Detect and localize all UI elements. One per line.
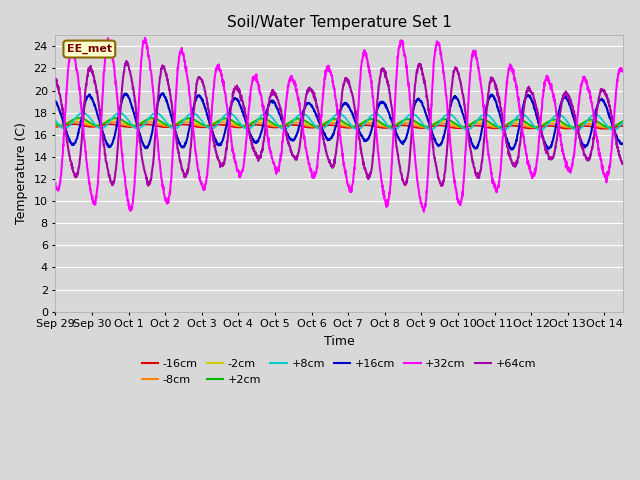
- +8cm: [52, 118, 60, 123]
- +2cm: [312, 123, 320, 129]
- +16cm: [328, 134, 335, 140]
- +8cm: [312, 124, 320, 130]
- Line: +32cm: +32cm: [56, 38, 623, 212]
- +2cm: [602, 124, 610, 130]
- +32cm: [602, 180, 610, 185]
- -2cm: [499, 123, 506, 129]
- -2cm: [312, 123, 320, 129]
- Legend: -16cm, -8cm, -2cm, +2cm, +8cm, +16cm, +32cm, +64cm: -16cm, -8cm, -2cm, +2cm, +8cm, +16cm, +3…: [138, 355, 541, 389]
- X-axis label: Time: Time: [324, 335, 355, 348]
- +64cm: [619, 161, 627, 167]
- +32cm: [52, 180, 60, 186]
- -16cm: [52, 124, 60, 130]
- +2cm: [605, 125, 613, 131]
- +16cm: [312, 112, 320, 118]
- -8cm: [602, 125, 610, 131]
- +64cm: [437, 183, 445, 189]
- -8cm: [312, 123, 320, 129]
- -16cm: [312, 124, 320, 130]
- -8cm: [52, 123, 60, 129]
- +32cm: [603, 176, 611, 181]
- Line: -2cm: -2cm: [56, 120, 623, 127]
- -2cm: [75, 117, 83, 122]
- +64cm: [499, 116, 506, 121]
- -16cm: [81, 123, 88, 129]
- Line: -16cm: -16cm: [56, 124, 623, 129]
- -8cm: [619, 121, 627, 127]
- +16cm: [603, 105, 611, 111]
- -16cm: [600, 126, 608, 132]
- +64cm: [81, 100, 88, 106]
- +8cm: [81, 110, 88, 116]
- +64cm: [328, 164, 335, 169]
- +2cm: [81, 117, 88, 122]
- -2cm: [81, 119, 88, 124]
- Title: Soil/Water Temperature Set 1: Soil/Water Temperature Set 1: [227, 15, 451, 30]
- +32cm: [499, 136, 506, 142]
- -8cm: [81, 121, 88, 127]
- -2cm: [604, 124, 612, 130]
- +16cm: [52, 98, 60, 104]
- +64cm: [52, 77, 60, 83]
- +32cm: [312, 168, 320, 174]
- -2cm: [602, 124, 610, 130]
- +8cm: [609, 127, 617, 133]
- Line: +2cm: +2cm: [56, 118, 623, 128]
- -2cm: [619, 119, 627, 125]
- +2cm: [619, 118, 627, 124]
- Line: +8cm: +8cm: [56, 112, 623, 130]
- +32cm: [81, 138, 88, 144]
- -16cm: [328, 122, 335, 128]
- +2cm: [52, 121, 60, 127]
- +16cm: [81, 103, 88, 109]
- +16cm: [602, 104, 610, 110]
- +64cm: [122, 58, 130, 64]
- +16cm: [619, 141, 627, 147]
- +8cm: [602, 122, 610, 128]
- +64cm: [603, 92, 611, 98]
- +8cm: [499, 127, 506, 132]
- +2cm: [328, 117, 335, 122]
- +64cm: [312, 101, 320, 107]
- +16cm: [508, 147, 515, 153]
- +32cm: [420, 209, 428, 215]
- +8cm: [619, 120, 627, 125]
- -16cm: [602, 126, 610, 132]
- -8cm: [72, 119, 79, 125]
- +32cm: [619, 69, 627, 74]
- Text: EE_met: EE_met: [67, 44, 112, 54]
- -8cm: [603, 125, 611, 131]
- +8cm: [602, 122, 610, 128]
- +64cm: [602, 94, 610, 99]
- +32cm: [141, 35, 149, 41]
- -8cm: [499, 123, 506, 129]
- -2cm: [52, 121, 60, 127]
- +2cm: [499, 124, 506, 130]
- -16cm: [499, 124, 506, 130]
- Line: -8cm: -8cm: [56, 122, 623, 128]
- -16cm: [603, 126, 611, 132]
- -16cm: [619, 123, 627, 129]
- Y-axis label: Temperature (C): Temperature (C): [15, 122, 28, 225]
- +2cm: [602, 124, 610, 130]
- Line: +64cm: +64cm: [56, 61, 623, 186]
- +16cm: [499, 120, 506, 126]
- +32cm: [328, 72, 335, 78]
- +8cm: [328, 116, 335, 122]
- -8cm: [328, 120, 335, 126]
- +8cm: [79, 109, 86, 115]
- +2cm: [75, 115, 83, 120]
- -16cm: [70, 121, 77, 127]
- Line: +16cm: +16cm: [56, 93, 623, 150]
- +16cm: [159, 90, 167, 96]
- -8cm: [602, 125, 610, 131]
- -2cm: [602, 124, 610, 130]
- -2cm: [328, 118, 335, 123]
